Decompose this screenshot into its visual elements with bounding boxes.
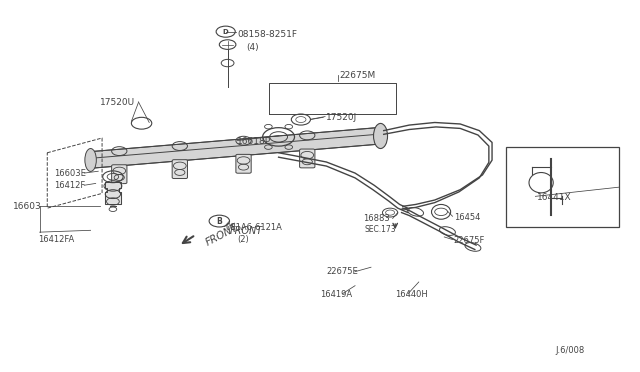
Polygon shape xyxy=(104,182,121,205)
Text: 16412FA: 16412FA xyxy=(38,235,75,244)
FancyBboxPatch shape xyxy=(111,165,127,184)
Text: 16419A: 16419A xyxy=(320,291,352,299)
Text: 17520J: 17520J xyxy=(326,113,358,122)
Text: 16883: 16883 xyxy=(364,214,390,223)
Text: FRONT: FRONT xyxy=(230,226,263,236)
Text: 081A6-6121A: 081A6-6121A xyxy=(226,223,283,232)
Text: (2): (2) xyxy=(237,235,249,244)
Text: SEC.173: SEC.173 xyxy=(365,225,396,234)
Text: FRONT: FRONT xyxy=(204,222,240,247)
Text: 16412F: 16412F xyxy=(54,182,85,190)
Text: 16618P: 16618P xyxy=(237,137,271,146)
Text: 16603: 16603 xyxy=(13,202,42,211)
Text: 16441X: 16441X xyxy=(537,193,572,202)
Text: (4): (4) xyxy=(246,43,259,52)
Text: 16454: 16454 xyxy=(454,213,480,222)
Ellipse shape xyxy=(374,124,388,148)
Polygon shape xyxy=(91,128,378,168)
Text: J.6/008: J.6/008 xyxy=(556,346,585,355)
Text: 16603E: 16603E xyxy=(54,169,86,177)
Text: 22675E: 22675E xyxy=(326,267,358,276)
Text: 22675M: 22675M xyxy=(339,71,376,80)
Text: B: B xyxy=(216,217,222,225)
Text: 16440H: 16440H xyxy=(395,291,428,299)
Ellipse shape xyxy=(85,148,97,171)
FancyBboxPatch shape xyxy=(300,149,315,168)
Polygon shape xyxy=(91,128,378,158)
FancyBboxPatch shape xyxy=(172,160,188,179)
Bar xyxy=(506,147,620,227)
Text: 08158-8251F: 08158-8251F xyxy=(237,30,297,39)
Text: 22675F: 22675F xyxy=(454,236,485,245)
FancyBboxPatch shape xyxy=(236,154,251,173)
Text: D: D xyxy=(223,29,228,35)
Text: 17520U: 17520U xyxy=(100,99,135,108)
